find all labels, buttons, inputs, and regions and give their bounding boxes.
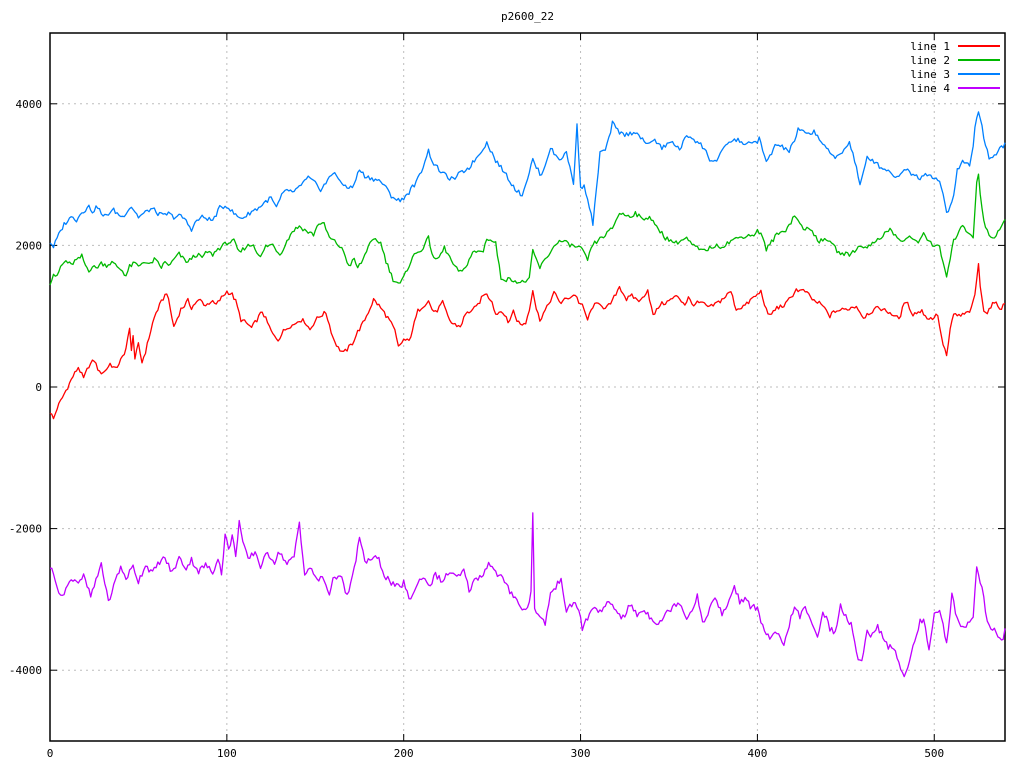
legend-item: line 2	[910, 53, 1000, 67]
legend-line-sample	[958, 45, 1000, 47]
legend-label: line 3	[910, 67, 950, 81]
series-line-2	[49, 173, 1006, 286]
chart-title: p2600_22	[501, 10, 554, 23]
x-tick-label: 400	[747, 747, 767, 760]
legend-label: line 4	[910, 81, 950, 95]
x-tick-label: 0	[47, 747, 54, 760]
y-tick-label: 0	[35, 381, 42, 394]
y-tick-label: 4000	[16, 98, 43, 111]
legend-label: line 1	[910, 39, 950, 53]
legend-item: line 3	[910, 67, 1000, 81]
legend-line-sample	[958, 73, 1000, 75]
legend-item: line 1	[910, 39, 1000, 53]
x-tick-label: 300	[571, 747, 591, 760]
y-tick-label: 2000	[16, 239, 43, 252]
y-tick-label: -2000	[9, 523, 42, 536]
legend-label: line 2	[910, 53, 950, 67]
series-line-3	[49, 111, 1006, 249]
legend-line-sample	[958, 87, 1000, 89]
x-tick-label: 100	[217, 747, 237, 760]
legend-line-sample	[958, 59, 1000, 61]
series-line-4	[49, 512, 1006, 678]
series-line-1	[49, 262, 1006, 420]
legend: line 1 line 2 line 3 line 4	[910, 39, 1000, 95]
legend-item: line 4	[910, 81, 1000, 95]
x-tick-label: 500	[924, 747, 944, 760]
y-tick-label: -4000	[9, 664, 42, 677]
x-tick-label: 200	[394, 747, 414, 760]
